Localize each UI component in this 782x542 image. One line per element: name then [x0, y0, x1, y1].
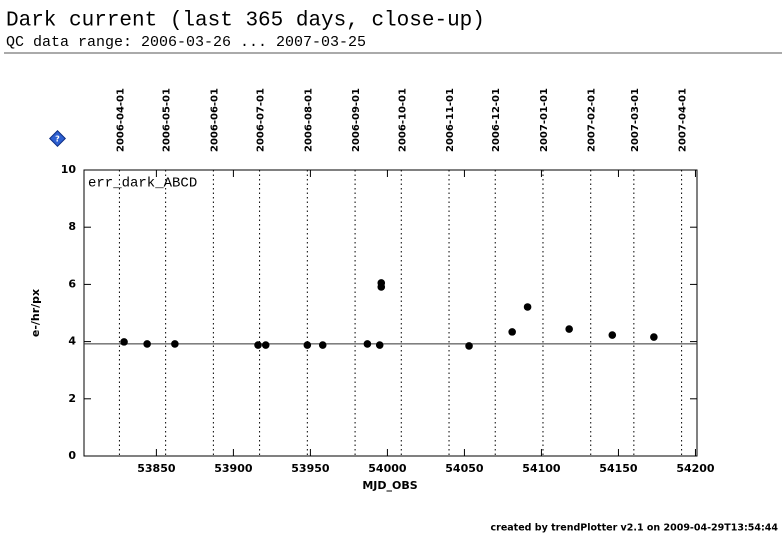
info-icon: ?	[49, 130, 66, 147]
y-tick-label: 0	[68, 449, 76, 462]
data-point	[363, 340, 372, 348]
date-tick-label: 2006-11-01	[445, 88, 456, 152]
data-point	[303, 341, 312, 349]
y-axis-label: e-/hr/px	[29, 289, 42, 337]
data-point	[261, 341, 270, 349]
plot-frame	[83, 169, 698, 457]
date-tick-label: 2007-02-01	[587, 88, 598, 152]
data-point	[254, 341, 262, 349]
y-tick-label: 2	[68, 392, 76, 405]
series-label: err_dark_ABCD	[88, 176, 197, 192]
data-point	[171, 340, 179, 348]
x-tick-label: 54100	[522, 462, 561, 475]
date-tick-label: 2006-07-01	[256, 88, 267, 152]
date-tick-label: 2007-01-01	[539, 88, 550, 152]
data-point	[650, 333, 658, 341]
data-point	[508, 328, 516, 336]
date-tick-label: 2006-10-01	[397, 88, 408, 152]
x-tick-label: 54050	[445, 462, 484, 475]
x-tick-label: 53950	[291, 462, 330, 475]
x-tick-label: 54200	[676, 462, 715, 475]
x-tick-label: 54150	[599, 462, 638, 475]
data-point	[523, 303, 532, 311]
y-tick-label: 6	[68, 277, 76, 290]
x-tick-label: 53850	[137, 462, 176, 475]
data-point	[465, 342, 473, 350]
svg-text:?: ?	[55, 135, 60, 144]
y-tick-label: 8	[68, 220, 76, 233]
data-point	[143, 340, 151, 348]
chart-title: Dark current (last 365 days, close-up)	[6, 10, 485, 33]
footer: created by trendPlotter v2.1 on 2009-04-…	[491, 523, 779, 534]
data-point	[608, 331, 617, 339]
date-tick-label: 2006-12-01	[491, 88, 502, 152]
y-tick-label: 10	[61, 163, 77, 176]
data-point	[375, 341, 384, 349]
data-point	[377, 283, 386, 291]
data-point	[120, 338, 128, 346]
data-point	[318, 341, 327, 349]
date-tick-label: 2006-06-01	[209, 88, 220, 152]
x-axis-label: MJD_OBS	[362, 479, 417, 492]
date-tick-label: 2007-03-01	[630, 88, 641, 152]
x-tick-label: 53900	[214, 462, 253, 475]
date-tick-label: 2006-05-01	[162, 88, 173, 152]
y-tick-label: 4	[68, 335, 76, 348]
date-tick-label: 2006-04-01	[115, 88, 126, 152]
x-tick-label: 54000	[368, 462, 407, 475]
chart-subtitle: QC data range: 2006-03-26 ... 2007-03-25	[6, 34, 366, 51]
data-point	[565, 325, 573, 333]
date-tick-label: 2006-08-01	[303, 88, 314, 152]
date-tick-label: 2007-04-01	[678, 88, 689, 152]
date-tick-label: 2006-09-01	[351, 88, 362, 152]
